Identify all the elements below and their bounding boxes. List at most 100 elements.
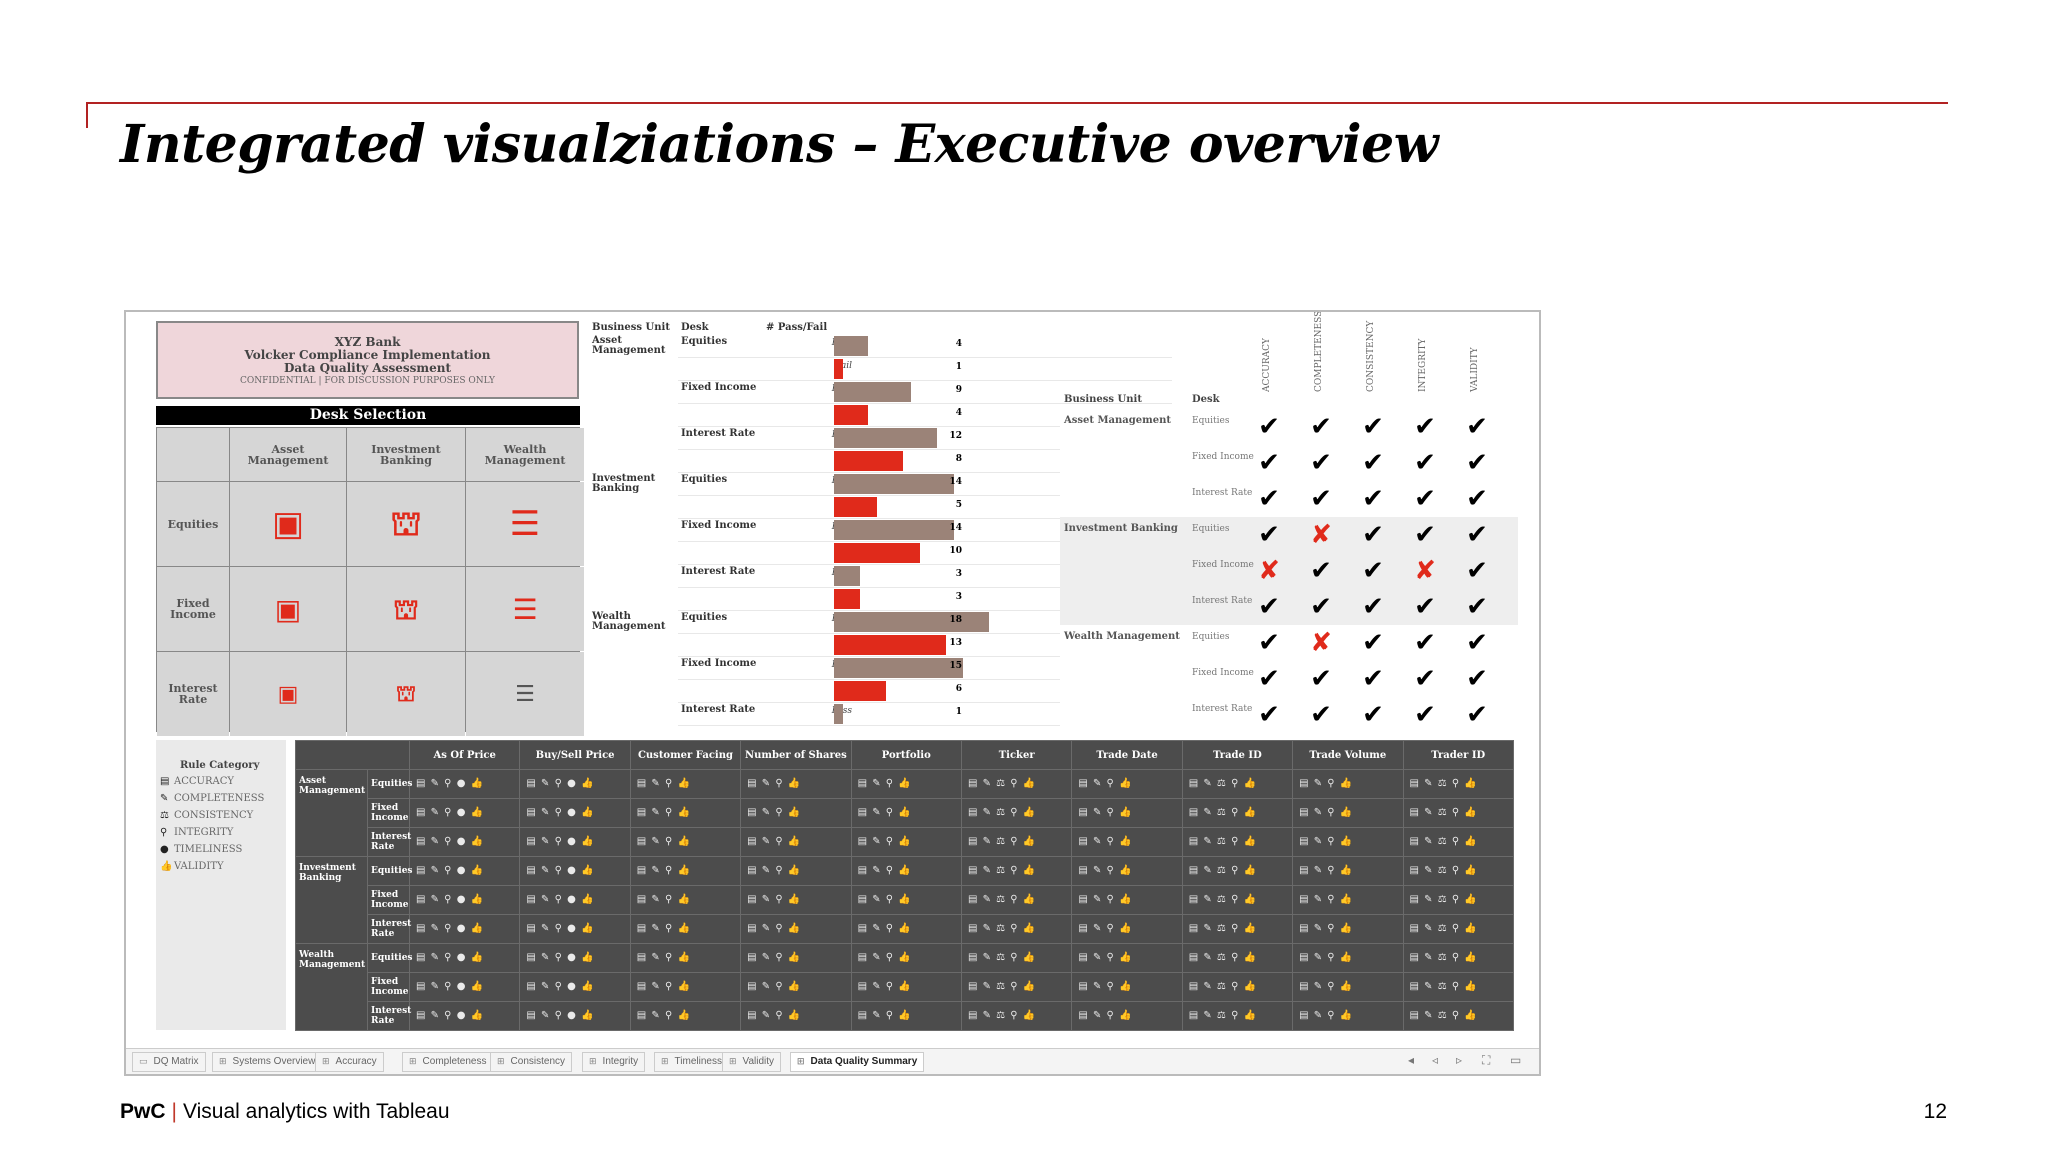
rule-icons-cell[interactable]: ▤ ✎ ⚲ 👍 bbox=[629, 885, 742, 915]
bar-fail[interactable] bbox=[834, 635, 946, 655]
rule-icons-cell[interactable]: ▤ ✎ ⚲ 👍 bbox=[850, 1001, 962, 1031]
rule-icons-cell[interactable]: ▤ ✎ ⚲ 👍 bbox=[1071, 1001, 1183, 1031]
sheet-tab[interactable]: ▭ DQ Matrix bbox=[132, 1052, 206, 1072]
rule-icons-cell[interactable]: ▤ ✎ ⚖ ⚲ 👍 bbox=[960, 885, 1073, 915]
rule-icons-cell[interactable]: ▤ ✎ ⚖ ⚲ 👍 bbox=[1181, 1001, 1294, 1031]
rule-icons-cell[interactable]: ▤ ✎ ⚲ ● 👍 bbox=[519, 769, 631, 799]
rule-icons-cell[interactable]: ▤ ✎ ⚲ 👍 bbox=[850, 769, 962, 799]
rule-icons-cell[interactable]: ▤ ✎ ⚲ ● 👍 bbox=[408, 798, 521, 828]
rule-icons-cell[interactable]: ▤ ✎ ⚲ ● 👍 bbox=[519, 856, 631, 886]
bar-pass[interactable] bbox=[834, 428, 938, 448]
rule-icons-cell[interactable]: ▤ ✎ ⚲ 👍 bbox=[1292, 856, 1404, 886]
rule-icons-cell[interactable]: ▤ ✎ ⚖ ⚲ 👍 bbox=[1402, 943, 1514, 973]
rule-icons-cell[interactable]: ▤ ✎ ⚖ ⚲ 👍 bbox=[1402, 856, 1514, 886]
bar-pass[interactable] bbox=[834, 612, 989, 632]
bar-fail[interactable] bbox=[834, 543, 920, 563]
rule-icons-cell[interactable]: ▤ ✎ ⚲ 👍 bbox=[1071, 769, 1183, 799]
rule-icons-cell[interactable]: ▤ ✎ ⚲ 👍 bbox=[1071, 943, 1183, 973]
rule-icons-cell[interactable]: ▤ ✎ ⚖ ⚲ 👍 bbox=[1181, 885, 1294, 915]
first-sheet-button[interactable]: ◂ bbox=[1408, 1053, 1415, 1067]
bar-pass[interactable] bbox=[834, 520, 955, 540]
rule-icons-cell[interactable]: ▤ ✎ ⚲ 👍 bbox=[629, 769, 742, 799]
rule-icons-cell[interactable]: ▤ ✎ ⚲ 👍 bbox=[629, 798, 742, 828]
rule-icons-cell[interactable]: ▤ ✎ ⚲ 👍 bbox=[850, 914, 962, 944]
desk-cell[interactable]: ⛫ bbox=[347, 482, 465, 566]
rule-icons-cell[interactable]: ▤ ✎ ⚖ ⚲ 👍 bbox=[960, 769, 1073, 799]
sheet-tab[interactable]: ⊞ Validity bbox=[722, 1052, 782, 1072]
rule-icons-cell[interactable]: ▤ ✎ ⚲ 👍 bbox=[1292, 827, 1404, 857]
rule-icons-cell[interactable]: ▤ ✎ ⚲ 👍 bbox=[629, 914, 742, 944]
rule-icons-cell[interactable]: ▤ ✎ ⚖ ⚲ 👍 bbox=[960, 827, 1073, 857]
rule-icons-cell[interactable]: ▤ ✎ ⚲ 👍 bbox=[740, 885, 852, 915]
rule-icons-cell[interactable]: ▤ ✎ ⚖ ⚲ 👍 bbox=[1181, 769, 1294, 799]
rule-icons-cell[interactable]: ▤ ✎ ⚲ 👍 bbox=[1071, 972, 1183, 1002]
rule-icons-cell[interactable]: ▤ ✎ ⚲ ● 👍 bbox=[408, 972, 521, 1002]
rule-icons-cell[interactable]: ▤ ✎ ⚖ ⚲ 👍 bbox=[1181, 827, 1294, 857]
rule-icons-cell[interactable]: ▤ ✎ ⚲ 👍 bbox=[1292, 798, 1404, 828]
rule-icons-cell[interactable]: ▤ ✎ ⚲ 👍 bbox=[1292, 769, 1404, 799]
rule-icons-cell[interactable]: ▤ ✎ ⚲ ● 👍 bbox=[408, 827, 521, 857]
desk-cell[interactable]: ☰ bbox=[466, 567, 584, 651]
rule-icons-cell[interactable]: ▤ ✎ ⚲ ● 👍 bbox=[519, 827, 631, 857]
rule-icons-cell[interactable]: ▤ ✎ ⚲ ● 👍 bbox=[519, 972, 631, 1002]
rule-icons-cell[interactable]: ▤ ✎ ⚲ 👍 bbox=[850, 798, 962, 828]
sheet-tab[interactable]: ⊞ Data Quality Summary bbox=[790, 1052, 925, 1072]
rule-icons-cell[interactable]: ▤ ✎ ⚲ ● 👍 bbox=[408, 914, 521, 944]
bar-pass[interactable] bbox=[834, 336, 869, 356]
rule-icons-cell[interactable]: ▤ ✎ ⚖ ⚲ 👍 bbox=[1402, 769, 1514, 799]
rule-icons-cell[interactable]: ▤ ✎ ⚲ 👍 bbox=[740, 914, 852, 944]
desk-cell[interactable]: ▣ bbox=[230, 652, 346, 736]
rule-icons-cell[interactable]: ▤ ✎ ⚖ ⚲ 👍 bbox=[1402, 914, 1514, 944]
bar-fail[interactable] bbox=[834, 497, 877, 517]
rule-icons-cell[interactable]: ▤ ✎ ⚖ ⚲ 👍 bbox=[960, 972, 1073, 1002]
rule-icons-cell[interactable]: ▤ ✎ ⚲ ● 👍 bbox=[408, 1001, 521, 1031]
desk-cell[interactable]: ▣ bbox=[230, 567, 346, 651]
rule-icons-cell[interactable]: ▤ ✎ ⚖ ⚲ 👍 bbox=[1181, 914, 1294, 944]
desk-cell[interactable]: ☰ bbox=[466, 652, 584, 736]
rule-icons-cell[interactable]: ▤ ✎ ⚖ ⚲ 👍 bbox=[1402, 885, 1514, 915]
bar-fail[interactable] bbox=[834, 589, 860, 609]
rule-icons-cell[interactable]: ▤ ✎ ⚲ 👍 bbox=[1071, 798, 1183, 828]
rule-icons-cell[interactable]: ▤ ✎ ⚲ 👍 bbox=[740, 769, 852, 799]
rule-icons-cell[interactable]: ▤ ✎ ⚖ ⚲ 👍 bbox=[1181, 972, 1294, 1002]
rule-icons-cell[interactable]: ▤ ✎ ⚲ 👍 bbox=[740, 972, 852, 1002]
sheet-tab[interactable]: ⊞ Completeness bbox=[402, 1052, 494, 1072]
rule-icons-cell[interactable]: ▤ ✎ ⚖ ⚲ 👍 bbox=[960, 1001, 1073, 1031]
desk-cell[interactable]: ☰ bbox=[466, 482, 584, 566]
rule-icons-cell[interactable]: ▤ ✎ ⚖ ⚲ 👍 bbox=[960, 856, 1073, 886]
rule-icons-cell[interactable]: ▤ ✎ ⚲ 👍 bbox=[740, 1001, 852, 1031]
rule-icons-cell[interactable]: ▤ ✎ ⚲ 👍 bbox=[629, 856, 742, 886]
rule-icons-cell[interactable]: ▤ ✎ ⚲ 👍 bbox=[850, 827, 962, 857]
rule-icons-cell[interactable]: ▤ ✎ ⚲ 👍 bbox=[850, 885, 962, 915]
rule-icons-cell[interactable]: ▤ ✎ ⚲ 👍 bbox=[1292, 1001, 1404, 1031]
rule-icons-cell[interactable]: ▤ ✎ ⚲ 👍 bbox=[1292, 914, 1404, 944]
bar-fail[interactable] bbox=[834, 405, 869, 425]
rule-icons-cell[interactable]: ▤ ✎ ⚖ ⚲ 👍 bbox=[1402, 972, 1514, 1002]
bar-fail[interactable] bbox=[834, 681, 886, 701]
rule-icons-cell[interactable]: ▤ ✎ ⚲ ● 👍 bbox=[408, 856, 521, 886]
rule-icons-cell[interactable]: ▤ ✎ ⚲ ● 👍 bbox=[408, 885, 521, 915]
rule-icons-cell[interactable]: ▤ ✎ ⚲ 👍 bbox=[850, 972, 962, 1002]
rule-icons-cell[interactable]: ▤ ✎ ⚲ 👍 bbox=[850, 856, 962, 886]
rule-icons-cell[interactable]: ▤ ✎ ⚲ 👍 bbox=[1071, 856, 1183, 886]
rule-icons-cell[interactable]: ▤ ✎ ⚲ ● 👍 bbox=[408, 943, 521, 973]
desk-cell[interactable]: ⛫ bbox=[347, 567, 465, 651]
rule-icons-cell[interactable]: ▤ ✎ ⚖ ⚲ 👍 bbox=[1181, 943, 1294, 973]
rule-icons-cell[interactable]: ▤ ✎ ⚲ 👍 bbox=[1292, 972, 1404, 1002]
desk-cell[interactable]: ⛫ bbox=[347, 652, 465, 736]
rule-icons-cell[interactable]: ▤ ✎ ⚲ 👍 bbox=[1071, 914, 1183, 944]
bar-fail[interactable] bbox=[834, 451, 903, 471]
rule-icons-cell[interactable]: ▤ ✎ ⚖ ⚲ 👍 bbox=[1402, 798, 1514, 828]
rule-icons-cell[interactable]: ▤ ✎ ⚖ ⚲ 👍 bbox=[960, 914, 1073, 944]
sheet-tab[interactable]: ⊞ Systems Overview bbox=[212, 1052, 323, 1072]
rule-icons-cell[interactable]: ▤ ✎ ⚲ 👍 bbox=[1071, 827, 1183, 857]
sheet-tab[interactable]: ⊞ Integrity bbox=[582, 1052, 646, 1072]
rule-icons-cell[interactable]: ▤ ✎ ⚖ ⚲ 👍 bbox=[1402, 827, 1514, 857]
bar-pass[interactable] bbox=[834, 474, 955, 494]
rule-icons-cell[interactable]: ▤ ✎ ⚲ 👍 bbox=[740, 827, 852, 857]
rule-icons-cell[interactable]: ▤ ✎ ⚲ ● 👍 bbox=[519, 798, 631, 828]
rule-icons-cell[interactable]: ▤ ✎ ⚲ 👍 bbox=[850, 943, 962, 973]
bar-pass[interactable] bbox=[834, 382, 912, 402]
sheet-tab[interactable]: ⊞ Timeliness bbox=[654, 1052, 729, 1072]
rule-icons-cell[interactable]: ▤ ✎ ⚲ 👍 bbox=[1071, 885, 1183, 915]
